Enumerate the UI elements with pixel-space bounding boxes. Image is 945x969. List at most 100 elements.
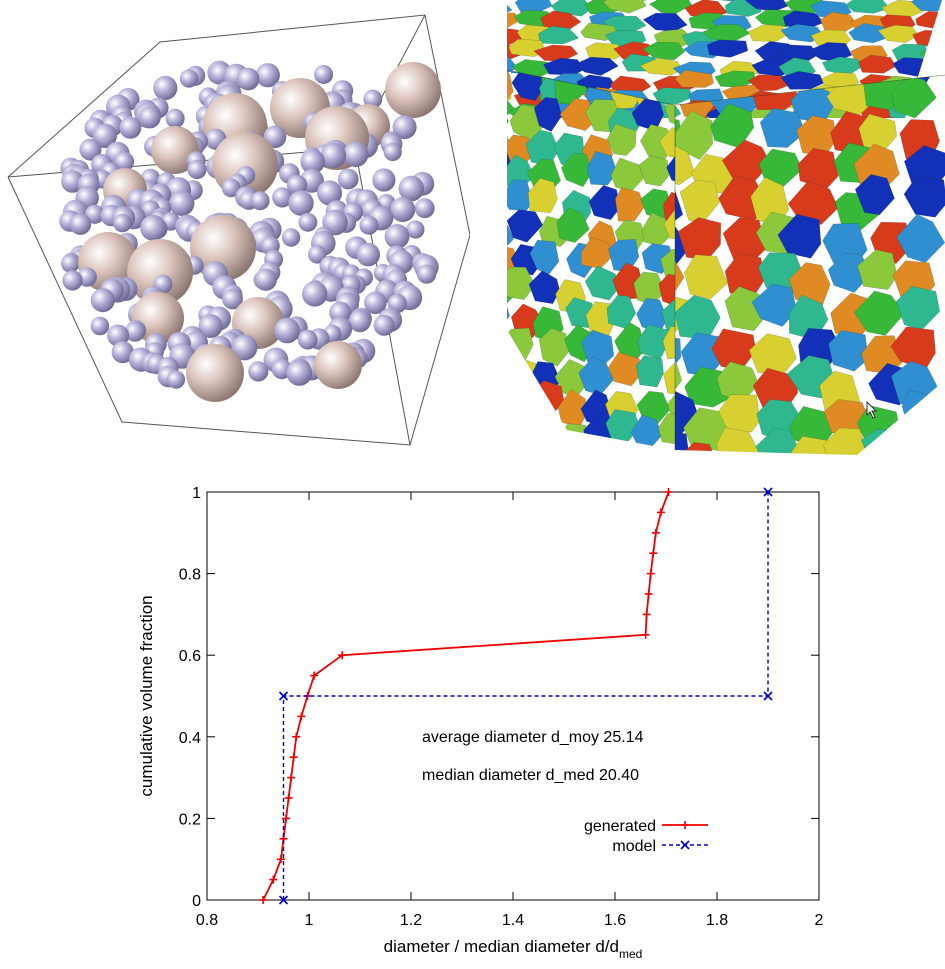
small-sphere (91, 317, 110, 336)
legend-label-generated: generated (584, 818, 656, 835)
sphere-cluster (59, 61, 441, 402)
sphere-packing-image (0, 0, 470, 455)
grain (497, 73, 507, 89)
data-point-generated (642, 631, 650, 639)
y-axis-label: cumulative volume fraction (137, 595, 156, 796)
y-tick-label: 0.2 (179, 811, 201, 828)
grain (497, 357, 510, 389)
legend-marker-generated (681, 821, 689, 829)
small-sphere (180, 69, 198, 87)
small-sphere (374, 315, 395, 336)
small-sphere (274, 318, 300, 344)
x-tick-label: 1 (305, 912, 314, 929)
grain (749, 25, 786, 42)
x-tick-label: 1.6 (604, 912, 626, 929)
x-tick-label: 1.4 (502, 912, 524, 929)
grain (497, 12, 520, 29)
grain (636, 356, 663, 388)
small-sphere (169, 191, 194, 216)
small-sphere (251, 191, 270, 210)
x-axis-label: diameter / median diameter d/dmed (384, 937, 643, 961)
legend-keys (662, 821, 708, 849)
grain (904, 177, 945, 217)
x-tick-label: 2 (815, 912, 824, 929)
annotation-median-diameter: median diameter d_med 20.40 (422, 767, 639, 784)
small-sphere (70, 213, 92, 235)
small-sphere (415, 198, 435, 218)
small-sphere (338, 169, 359, 190)
legend: generated model (584, 818, 708, 855)
grain (502, 180, 533, 211)
small-sphere (237, 68, 260, 91)
grain (611, 158, 644, 191)
series-layer (259, 488, 772, 904)
data-point-generated (269, 876, 277, 884)
grain (680, 180, 720, 223)
grain (684, 255, 727, 300)
data-point-generated (292, 733, 300, 741)
sphere-packing-figure (0, 0, 470, 455)
grain (897, 214, 945, 262)
grain (505, 328, 533, 360)
data-point-generated (649, 549, 657, 557)
data-point-generated (297, 712, 305, 720)
grain (916, 11, 945, 29)
y-tick-label: 0 (192, 893, 201, 910)
x-axis-label-main: diameter / median diameter d/d (384, 937, 619, 956)
large-sphere (314, 341, 362, 389)
y-tick-label: 1 (192, 485, 201, 502)
small-sphere (384, 143, 402, 161)
small-sphere (140, 215, 166, 241)
small-sphere (166, 109, 185, 128)
small-sphere (282, 228, 300, 246)
x-tick-label: 1.8 (706, 912, 728, 929)
x-tick-label: 1.2 (400, 912, 422, 929)
small-sphere (153, 76, 177, 100)
grain (707, 40, 748, 58)
grain (643, 13, 687, 31)
polycrystal-cube-figure (497, 0, 945, 455)
data-point-generated (652, 529, 660, 537)
x-tick-label: 0.8 (196, 912, 218, 929)
data-point-generated (287, 774, 295, 782)
small-sphere (417, 265, 436, 284)
grain (717, 428, 761, 456)
legend-marker-model (681, 841, 689, 849)
data-point-model (764, 692, 772, 700)
small-sphere (356, 243, 380, 267)
data-point-generated (290, 753, 298, 761)
grain (502, 419, 536, 453)
y-tick-label: 0.8 (179, 567, 201, 584)
grain (497, 414, 519, 447)
small-sphere (298, 330, 318, 350)
x-axis-label-subscript: med (619, 947, 642, 961)
grain (893, 58, 933, 77)
small-sphere (248, 361, 268, 381)
data-point-generated (285, 794, 293, 802)
legend-label-model: model (612, 838, 656, 855)
grain (579, 357, 614, 396)
grain (902, 390, 941, 433)
small-sphere (299, 213, 318, 232)
data-point-generated (645, 590, 653, 598)
large-sphere (385, 62, 441, 118)
small-sphere (343, 142, 368, 167)
grain (573, 57, 618, 75)
grain (529, 271, 560, 304)
grain (531, 416, 561, 451)
large-sphere (186, 344, 244, 402)
annotation-average-diameter: average diameter d_moy 25.14 (422, 729, 644, 746)
grain (497, 390, 518, 428)
small-sphere (119, 117, 141, 139)
small-sphere (113, 214, 131, 232)
grain (497, 117, 511, 134)
small-sphere (167, 371, 185, 389)
data-point-generated (259, 896, 267, 904)
data-point-generated (643, 610, 651, 618)
grain (497, 333, 507, 365)
small-sphere (139, 106, 161, 128)
small-sphere (255, 269, 277, 291)
